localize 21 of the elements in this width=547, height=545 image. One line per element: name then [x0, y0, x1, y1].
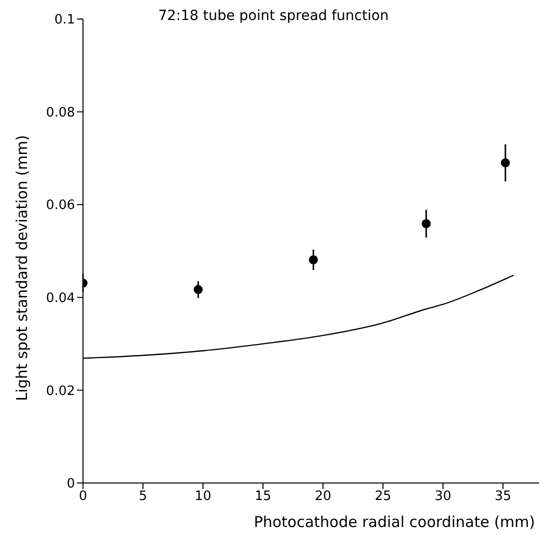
- y-tick-label: 0: [66, 476, 75, 492]
- y-axis-title: Light spot standard deviation (mm): [13, 134, 31, 402]
- x-tick-label: 0: [78, 489, 88, 504]
- x-tick-label: 5: [138, 489, 148, 504]
- y-tick-label: 0.04: [46, 291, 75, 306]
- x-tick-label: 25: [374, 489, 392, 504]
- y-tick-label: 0.06: [46, 198, 75, 214]
- point: [422, 219, 431, 228]
- point: [194, 285, 203, 294]
- x-tick-label: 10: [194, 489, 212, 504]
- point: [308, 255, 318, 264]
- y-tick-label: 0.08: [46, 105, 75, 120]
- x-tick-label: 15: [254, 489, 272, 504]
- x-tick-label: 35: [494, 489, 512, 504]
- x-axis-title: Photocathode radial coordinate (mm): [254, 513, 535, 531]
- chart-title: 72:18 tube point spread function: [158, 8, 389, 24]
- x-tick-label: 20: [314, 489, 332, 504]
- y-tick-label: 0.02: [46, 384, 75, 399]
- point: [500, 158, 510, 168]
- y-tick-label: 0.1: [54, 12, 75, 28]
- x-tick-label: 30: [434, 489, 452, 504]
